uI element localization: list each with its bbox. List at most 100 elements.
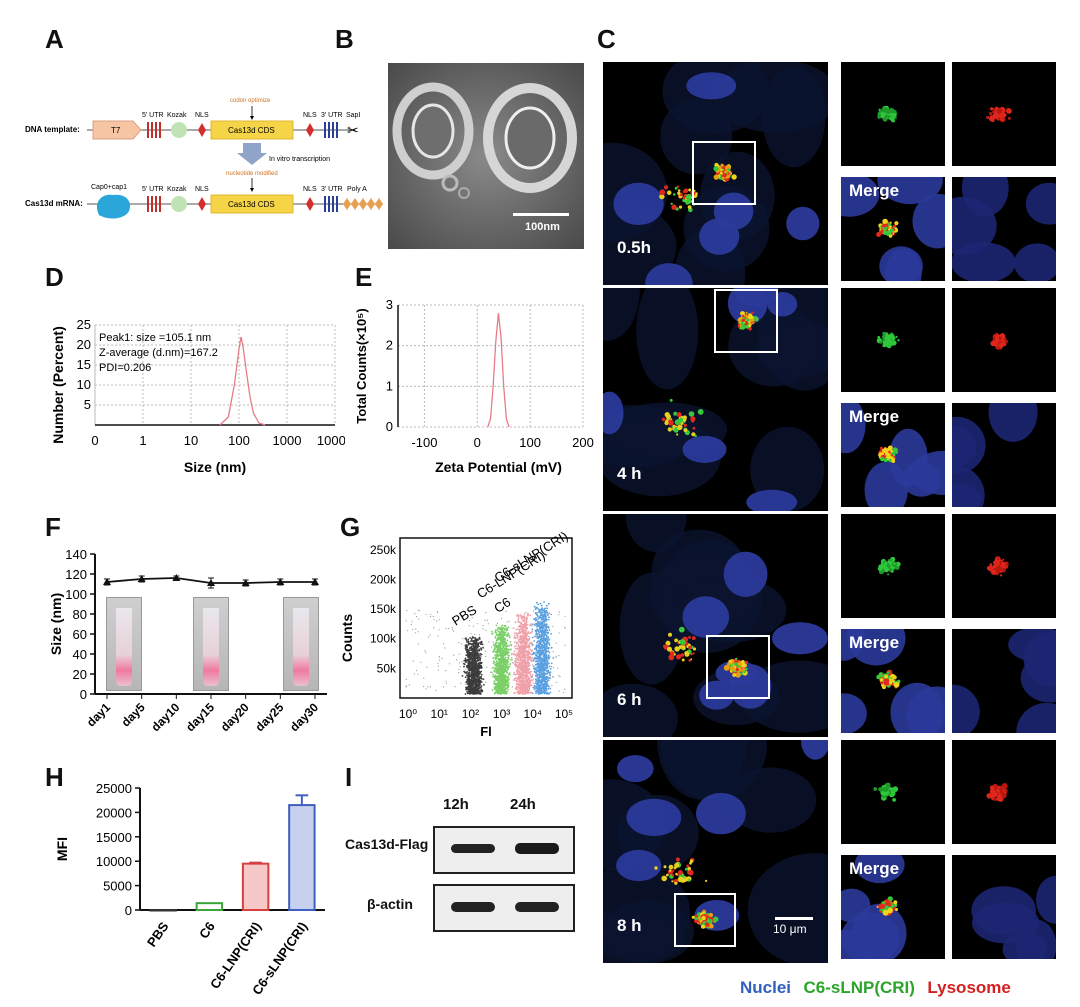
f-point-3 (207, 579, 215, 586)
d-annotation-0: Peak1: size =105.1 nm (99, 332, 211, 344)
h-bar-0 (149, 909, 177, 912)
codon-label: codon optimize (230, 98, 271, 104)
g-y-label: Counts (339, 614, 355, 662)
timepoint-label-1: 4 h (617, 464, 642, 483)
d-y-tick-0: 5 (84, 397, 91, 412)
confocal-merge-channel-0 (841, 177, 945, 281)
f-x-tick-3: day15 (183, 700, 217, 734)
tem-scale-label: 100nm (525, 221, 560, 233)
confocal-red-channel-2 (952, 514, 1056, 618)
h-y-tick-1: 5000 (103, 879, 132, 894)
nls2-label-mrna: NLS (303, 186, 317, 193)
h-y-tick-5: 25000 (96, 781, 132, 796)
d-x-tick-1: 1 (139, 433, 146, 448)
nls2-label: NLS (303, 112, 317, 119)
e-x-tick-1: 0 (474, 435, 481, 450)
e-series-line (487, 313, 510, 428)
f-x-tick-5: day25 (252, 700, 286, 734)
f-x-tick-1: day5 (119, 700, 148, 729)
nls-diamond (198, 123, 206, 137)
h-x-tick-1: C6 (196, 919, 218, 941)
f-point-5 (276, 578, 285, 585)
f-x-tick-0: day1 (84, 700, 113, 729)
e-y-tick-3: 3 (386, 297, 393, 312)
utr3-label-mrna: 3' UTR (321, 186, 343, 193)
utr5-label-mrna: 5' UTR (142, 186, 164, 193)
polya-label: Poly A (347, 186, 367, 193)
blot-col-24h: 24h (510, 796, 536, 813)
nls-diamond-mrna (198, 197, 206, 211)
d-y-tick-3: 20 (77, 337, 91, 352)
panel-a-construct-diagram: DNA template: T7 5' UTR Kozak NLS Cas13d… (25, 98, 383, 219)
e-y-tick-0: 0 (386, 419, 393, 434)
confocal-overview-0 (603, 62, 828, 285)
confocal-nuclei-channel-0 (952, 177, 1056, 281)
e-y-tick-1: 1 (386, 378, 393, 393)
g-x-tick-4: 10⁴ (524, 707, 543, 721)
legend-lysosome: Lysosome (927, 978, 1011, 997)
blot-box-cas13d (433, 826, 575, 874)
d-x-tick-5: 10000 (317, 433, 345, 448)
d-x-tick-2: 10 (184, 433, 198, 448)
cuvette-photo-day15 (193, 597, 229, 691)
f-point-4 (241, 579, 250, 586)
f-x-tick-6: day30 (287, 700, 321, 734)
confocal-green-channel-1 (841, 288, 945, 392)
d-y-tick-1: 10 (77, 377, 91, 392)
blot-box-actin (433, 884, 575, 932)
cds-label-mrna: Cas13d CDS (228, 200, 275, 209)
merge-label-2: Merge (849, 633, 900, 652)
cap-shape (96, 194, 131, 219)
h-bar-1 (195, 902, 224, 911)
g-series-3 (531, 601, 555, 695)
kozak-label: Kozak (167, 112, 187, 119)
g-series-label-1: C6 (491, 594, 513, 616)
cas13d-cds-box-mrna (210, 194, 294, 214)
cas13d-mrna-label: Cas13d mRNA: (25, 199, 83, 208)
utr5-bars (147, 122, 161, 138)
g-series-0 (461, 636, 485, 695)
g-series-2 (510, 612, 534, 695)
scissors-icon: ✂ (347, 122, 359, 138)
d-annotation-1: Z-average (d.nm)=167.2 (99, 347, 218, 359)
panel-g-flow-chart: 10⁰ 10¹ 10² 10³ 10⁴ 10⁵ 50k 100k 150k 200k 250k Fl C… (339, 530, 573, 739)
f-point-2 (172, 574, 181, 581)
utr3-label: 3' UTR (321, 112, 343, 119)
confocal-overview-2 (603, 514, 828, 737)
d-series-line (219, 336, 266, 426)
blot-row-actin: β-actin (367, 896, 413, 912)
sapi-label: SapI (346, 112, 360, 119)
nls2-diamond-mrna (306, 197, 314, 211)
confocal-green-channel-3 (841, 740, 945, 844)
h-y-tick-3: 15000 (96, 830, 132, 845)
g-y-tick-3: 200k (370, 572, 397, 586)
panel-letter-h: H (45, 762, 64, 792)
nls-label-mrna: NLS (195, 186, 209, 193)
kozak-label-mrna: Kozak (167, 186, 187, 193)
confocal-zoom-box-0 (692, 141, 756, 205)
g-y-tick-0: 50k (377, 661, 397, 675)
f-x-tick-2: day10 (148, 700, 182, 734)
f-point-1 (137, 575, 146, 582)
dna-template-label: DNA template: (25, 125, 80, 134)
confocal-nuclei-channel-1 (952, 403, 1056, 507)
merge-label-3: Merge (849, 859, 900, 878)
e-x-label: Zeta Potential (mV) (435, 459, 562, 475)
cuvette-photo-day30 (283, 597, 319, 691)
timepoint-label-2: 6 h (617, 690, 642, 709)
confocal-green-channel-2 (841, 514, 945, 618)
f-x-tick-4: day20 (218, 700, 252, 734)
f-point-6 (311, 578, 319, 585)
e-x-tick-2: 100 (519, 435, 541, 450)
f-point-0 (103, 578, 111, 585)
f-y-tick-0: 0 (80, 687, 87, 702)
utr5-bars-mrna (147, 196, 161, 212)
e-x-tick-3: 200 (572, 435, 594, 450)
confocal-red-channel-3 (952, 740, 1056, 844)
cas13d-cds-box (210, 120, 294, 140)
d-annotation-2: PDI=0.206 (99, 362, 151, 374)
f-y-label: Size (nm) (48, 593, 64, 655)
panel-letter-f: F (45, 512, 61, 542)
h-bar-2 (241, 862, 270, 911)
g-y-tick-1: 100k (370, 632, 397, 646)
